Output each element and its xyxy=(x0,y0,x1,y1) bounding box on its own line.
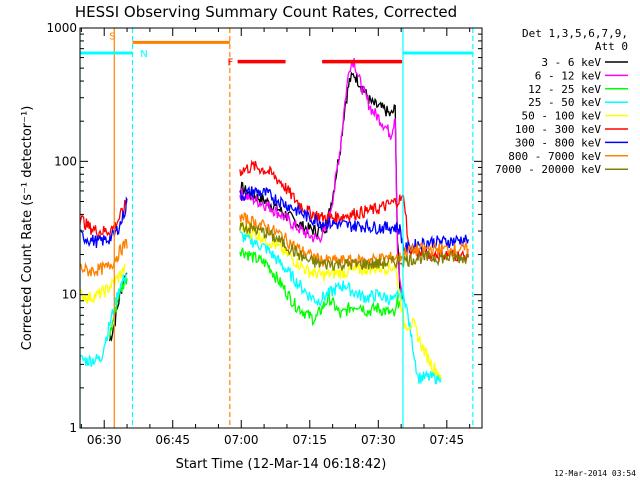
annotation-n: N xyxy=(140,49,147,60)
y-tick-label: 1 xyxy=(69,421,77,435)
annotation-s: S xyxy=(109,31,115,42)
legend-label: 100 - 300 keV xyxy=(515,123,601,136)
x-tick-label: 07:00 xyxy=(224,433,259,447)
series-line-3 xyxy=(80,230,442,385)
plot-frame xyxy=(79,27,483,429)
x-tick-label: 06:30 xyxy=(87,433,122,447)
y-tick-label: 10 xyxy=(62,288,77,302)
plot-area: S N F xyxy=(80,28,474,428)
x-tick-label: 07:45 xyxy=(430,433,465,447)
series-line-7 xyxy=(80,212,469,278)
legend-label: 12 - 25 keV xyxy=(528,83,601,96)
chart-title: HESSI Observing Summary Count Rates, Cor… xyxy=(75,3,457,21)
legend-label: 800 - 7000 keV xyxy=(508,150,601,163)
series-line-8 xyxy=(239,222,469,271)
y-tick-label: 1000 xyxy=(46,21,77,35)
plot-content xyxy=(80,28,474,428)
legend-label: 6 - 12 keV xyxy=(535,69,602,82)
series-line-6 xyxy=(80,185,469,254)
series-line-1 xyxy=(239,57,405,301)
y-axis-label: Corrected Count Rate (s⁻¹ detector⁻¹) xyxy=(20,106,35,351)
legend-label: 300 - 800 keV xyxy=(515,136,601,149)
legend-label: 25 - 50 keV xyxy=(528,96,601,109)
y-tick-label: 100 xyxy=(54,154,77,168)
y-axis: 1 10 100 1000 xyxy=(46,21,482,435)
x-axis: 06:30 06:45 07:00 07:15 07:30 07:45 xyxy=(80,28,471,447)
legend-label: 3 - 6 keV xyxy=(541,56,601,69)
footer-timestamp: 12-Mar-2014 03:54 xyxy=(554,469,636,478)
legend-label: 7000 - 20000 keV xyxy=(495,163,601,176)
legend-title-line2: Att 0 xyxy=(595,40,628,53)
x-tick-label: 07:15 xyxy=(292,433,327,447)
x-tick-label: 07:30 xyxy=(361,433,396,447)
legend-label: 50 - 100 keV xyxy=(522,110,602,123)
legend-title-line1: Det 1,3,5,6,7,9, xyxy=(522,27,628,40)
series-line-4 xyxy=(80,222,442,380)
x-axis-label: Start Time (12-Mar-14 06:18:42) xyxy=(176,457,387,472)
x-tick-label: 06:45 xyxy=(155,433,190,447)
annotation-f: F xyxy=(227,58,233,69)
